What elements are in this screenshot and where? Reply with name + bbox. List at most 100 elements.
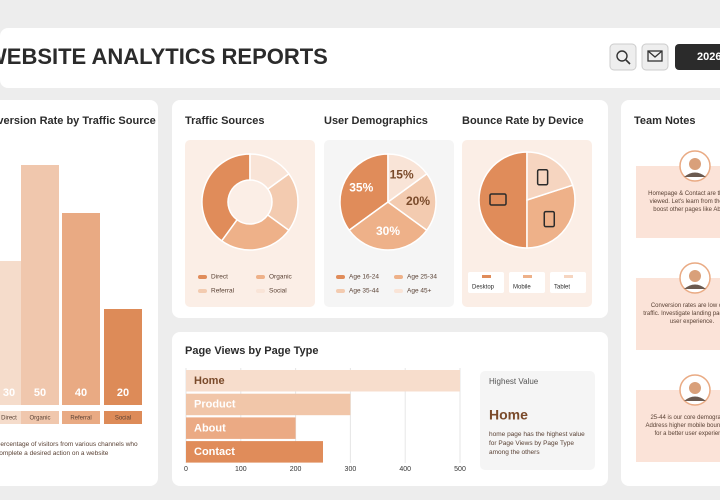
bar (21, 165, 59, 405)
category-label: Organic (29, 416, 50, 422)
legend-label: Desktop (472, 285, 495, 291)
legend-swatch (256, 275, 265, 279)
insight-text: home page has the highest value for Page… (489, 431, 585, 456)
slice-label: 20% (406, 194, 430, 208)
legend-swatch (198, 289, 207, 293)
avatar-face (689, 270, 701, 282)
pie-slice (220, 213, 290, 251)
mail-icon (647, 50, 663, 58)
year-button[interactable] (675, 44, 720, 70)
legend-label: Age 25-34 (407, 274, 437, 281)
insight-card (480, 371, 595, 470)
legend-swatch (336, 289, 345, 293)
legend-label: Organic (269, 274, 293, 281)
pie-slice (201, 153, 251, 242)
note-text: Conversion rates are low on all traffic.… (643, 303, 720, 325)
x-tick-label: 200 (290, 466, 302, 473)
slice-label: 30% (376, 224, 400, 238)
avatar-face (689, 382, 701, 394)
category-label: Referral (70, 416, 91, 422)
bar (186, 441, 323, 463)
legend-label: Mobile (513, 285, 531, 291)
legend-box (468, 272, 504, 293)
legend-swatch (198, 275, 207, 279)
bar-value-label: 50 (34, 387, 46, 399)
pie-slice (386, 172, 437, 232)
legend-swatch (564, 275, 573, 278)
device-icon (543, 210, 556, 228)
category-label: Direct (1, 416, 17, 422)
pie-slice (348, 201, 428, 251)
bar-value-label: 40 (75, 387, 87, 399)
insight-label: Highest Value (489, 377, 539, 386)
search-button[interactable] (609, 43, 637, 71)
legend-label: Direct (211, 274, 228, 281)
bar-value-label: 30 (3, 387, 15, 399)
panel-title: Traffic Sources (185, 115, 264, 127)
panel-title: User Demographics (324, 115, 428, 127)
legend-swatch (394, 289, 403, 293)
bar-label: About (194, 422, 226, 434)
bar (186, 417, 296, 439)
year-label: 2026 (697, 51, 720, 63)
panel-title: Page Views by Page Type (185, 345, 319, 357)
mail-icon (647, 50, 663, 62)
note-card (636, 166, 720, 238)
page-title: WEBSITE ANALYTICS REPORTS (0, 44, 328, 69)
avatar-body (684, 284, 706, 289)
chart-description: Percentage of visitors from various chan… (0, 441, 138, 457)
pie-slice (478, 151, 528, 249)
bar-label: Home (194, 375, 225, 387)
x-tick-label: 500 (454, 466, 466, 473)
x-tick-label: 0 (184, 466, 188, 473)
category-box (104, 411, 142, 424)
bar-label: Product (194, 399, 236, 411)
search-icon (616, 50, 628, 62)
slice-label: 35% (349, 181, 373, 195)
avatar-face (689, 158, 701, 170)
pie-slice (339, 153, 389, 232)
device-icon (489, 193, 507, 206)
pie-slice (526, 184, 576, 249)
bar-value-label: 20 (117, 387, 129, 399)
bar (62, 213, 100, 405)
legend-label: Social (269, 288, 287, 295)
category-box (21, 411, 59, 424)
bar (186, 370, 460, 392)
note-text: 25-44 is our core demographic. Address h… (645, 415, 720, 437)
search-icon (625, 59, 631, 65)
device-icon (536, 168, 549, 186)
bar (186, 393, 351, 416)
legend-label: Tablet (554, 285, 570, 291)
legend-swatch (336, 275, 345, 279)
legend-label: Age 45+ (407, 288, 432, 295)
slice-label: 15% (390, 167, 414, 181)
legend-label: Age 16-24 (349, 274, 379, 281)
avatar-body (684, 396, 706, 401)
legend-swatch (523, 275, 532, 278)
pie-slice (387, 153, 428, 204)
legend-swatch (482, 275, 491, 278)
x-tick-label: 400 (399, 466, 411, 473)
legend-box (550, 272, 586, 293)
pie-slice (526, 151, 574, 202)
legend-label: Age 35-44 (349, 288, 379, 295)
x-tick-label: 100 (235, 466, 247, 473)
category-box (62, 411, 100, 424)
x-tick-label: 300 (345, 466, 357, 473)
panel-title: Conversion Rate by Traffic Source (0, 115, 156, 127)
avatar-body (684, 172, 706, 177)
panel-title: Bounce Rate by Device (462, 115, 584, 127)
note-card (636, 278, 720, 350)
legend-swatch (256, 289, 265, 293)
legend-swatch (394, 275, 403, 279)
note-card (636, 390, 720, 462)
note-text: Homepage & Contact are the top viewed. L… (648, 191, 720, 213)
insight-value: Home (489, 407, 528, 423)
legend-box (509, 272, 545, 293)
panel-title: Team Notes (634, 115, 696, 127)
pie-slice (249, 153, 290, 191)
bar (104, 309, 142, 405)
